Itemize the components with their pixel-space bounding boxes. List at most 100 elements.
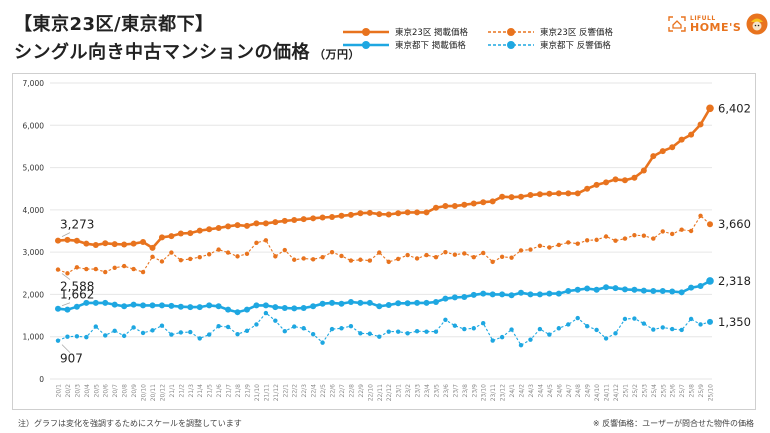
legend-group-left: 東京23区 掲載価格 東京都下 掲載価格 — [343, 25, 468, 51]
data-point — [376, 211, 383, 218]
data-point — [188, 329, 193, 335]
data-point — [546, 290, 553, 297]
data-point — [386, 329, 391, 334]
data-point — [622, 316, 628, 322]
data-point — [225, 324, 231, 330]
end-value-label: 6,402 — [718, 101, 751, 115]
data-point — [395, 329, 401, 334]
data-point — [518, 248, 524, 253]
data-point — [528, 247, 533, 252]
legend-swatch-dashed-blue — [488, 40, 534, 49]
data-point — [178, 330, 184, 335]
data-point — [103, 333, 108, 338]
data-point — [254, 240, 259, 246]
data-point — [310, 303, 317, 310]
data-point — [508, 292, 515, 299]
y-tick-label: 2,000 — [23, 290, 45, 299]
data-point — [678, 289, 685, 296]
data-point — [527, 291, 534, 298]
x-tick-label: 24/4 — [537, 384, 544, 398]
data-point — [632, 233, 637, 238]
data-point — [272, 219, 279, 226]
x-tick-label: 20/5 — [93, 384, 100, 398]
data-point — [292, 257, 297, 262]
data-point — [442, 203, 449, 210]
data-point — [206, 252, 212, 257]
data-point — [244, 328, 250, 333]
x-tick-label: 24/11 — [604, 384, 611, 401]
x-tick-label: 23/5 — [433, 384, 440, 398]
legend-swatch-solid-orange — [343, 27, 389, 36]
data-point — [640, 287, 647, 294]
legend-label: 東京都下 反響価格 — [540, 40, 611, 51]
legend-label: 東京23区 反響価格 — [540, 27, 614, 38]
x-tick-label: 23/10 — [481, 384, 488, 401]
data-point — [178, 257, 184, 263]
data-point — [404, 300, 411, 307]
data-point — [140, 302, 147, 309]
end-value-label: 1,350 — [718, 315, 751, 329]
legend-item-tokyo-suburb-listed: 東京都下 掲載価格 — [343, 38, 468, 51]
data-point — [660, 325, 665, 330]
data-point — [584, 185, 591, 192]
data-point — [593, 181, 600, 188]
data-point — [670, 326, 675, 332]
data-point — [603, 179, 610, 186]
data-point — [366, 299, 373, 306]
y-tick-label: 3,000 — [23, 248, 45, 257]
data-point — [121, 333, 127, 339]
data-point — [149, 244, 156, 251]
x-tick-label: 20/11 — [150, 384, 157, 401]
data-point — [348, 323, 354, 329]
data-point — [659, 148, 666, 155]
data-point — [565, 190, 572, 197]
data-point — [159, 323, 165, 328]
x-tick-label: 22/5 — [320, 384, 327, 398]
data-point — [319, 300, 326, 307]
data-point — [320, 255, 325, 260]
data-point — [168, 233, 175, 240]
data-point — [462, 251, 467, 256]
data-point — [234, 309, 241, 316]
data-point — [489, 198, 496, 205]
x-tick-label: 25/3 — [641, 384, 648, 398]
data-point — [235, 254, 240, 259]
data-point — [432, 299, 439, 306]
data-point — [121, 241, 128, 248]
data-point — [93, 266, 98, 272]
data-point — [385, 211, 392, 218]
x-tick-label: 22/8 — [348, 384, 355, 398]
data-point — [234, 222, 241, 229]
data-point — [347, 299, 354, 306]
data-point — [679, 327, 684, 333]
data-point — [282, 329, 287, 334]
data-point — [424, 329, 429, 334]
data-point — [196, 304, 203, 311]
y-tick-label: 5,000 — [23, 164, 45, 173]
data-point — [244, 251, 250, 257]
x-tick-label: 20/12 — [159, 384, 166, 401]
data-point — [121, 303, 128, 310]
x-tick-label: 24/1 — [509, 384, 516, 398]
y-tick-label: 4,000 — [23, 206, 45, 215]
data-point — [641, 321, 647, 326]
x-tick-label: 21/1 — [169, 384, 176, 398]
data-point — [338, 212, 345, 219]
data-point — [367, 258, 373, 263]
data-point — [216, 323, 221, 329]
legend-label: 東京23区 掲載価格 — [395, 27, 469, 38]
data-point — [102, 299, 109, 306]
data-point — [206, 302, 213, 309]
x-tick-label: 20/10 — [141, 384, 148, 401]
data-point — [451, 294, 458, 301]
data-point — [385, 302, 392, 308]
data-point — [84, 266, 89, 272]
x-tick-label: 22/10 — [367, 384, 374, 401]
data-point — [196, 227, 203, 234]
data-point — [150, 328, 155, 333]
x-tick-label: 21/3 — [188, 384, 195, 398]
x-tick-label: 22/4 — [311, 384, 318, 398]
label-leader-line — [61, 232, 71, 237]
data-point — [423, 209, 430, 216]
data-point — [556, 242, 562, 248]
